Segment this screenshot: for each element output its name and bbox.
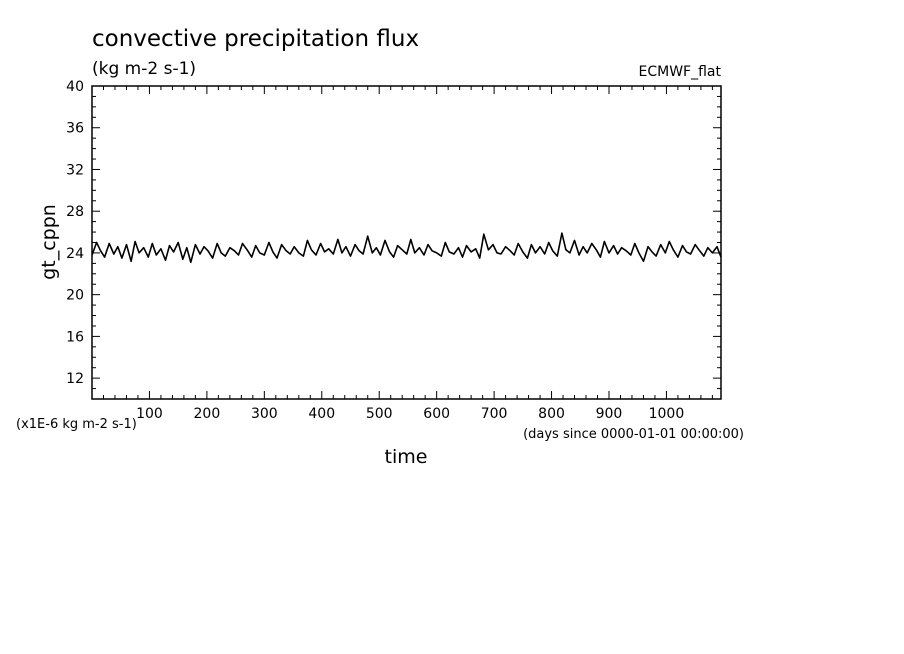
- chart-title: convective precipitation flux: [92, 26, 419, 52]
- x-tick-label: 200: [194, 406, 221, 422]
- y-axis-label: gt_cppn: [38, 204, 60, 280]
- x-tick-label: 1000: [649, 406, 685, 422]
- series-line: [91, 232, 722, 264]
- y-tick-label: 32: [66, 162, 84, 178]
- x-axis-label: time: [385, 446, 428, 468]
- y-tick-label: 40: [66, 79, 84, 95]
- dataset-tag: ECMWF_flat: [639, 64, 722, 80]
- y-tick-label: 36: [66, 121, 84, 137]
- x-tick-label: 800: [538, 406, 565, 422]
- x-tick-label: 500: [366, 406, 393, 422]
- x-tick-label: 600: [423, 406, 450, 422]
- y-tick-label: 24: [66, 246, 84, 262]
- x-tick-label: 400: [308, 406, 335, 422]
- y-tick-label: 20: [66, 288, 84, 304]
- x-units-label: (days since 0000-01-01 00:00:00): [523, 427, 744, 442]
- y-tick-label: 12: [66, 371, 84, 387]
- x-axis: 100 200 300 400 500 600 700 800 900 1000: [102, 86, 713, 422]
- series-layer: [91, 232, 722, 264]
- x-tick-label: 900: [596, 406, 623, 422]
- x-tick-label: 700: [481, 406, 508, 422]
- y-scale-note: (x1E-6 kg m-2 s-1): [16, 417, 137, 432]
- x-tick-label: 300: [251, 406, 278, 422]
- chart-subtitle: (kg m-2 s-1): [92, 59, 196, 79]
- x-tick-label: 100: [136, 406, 163, 422]
- y-tick-label: 28: [66, 204, 84, 220]
- y-tick-label: 16: [66, 329, 84, 345]
- y-axis: 12 16 20 24 28 32 36 40: [66, 79, 721, 400]
